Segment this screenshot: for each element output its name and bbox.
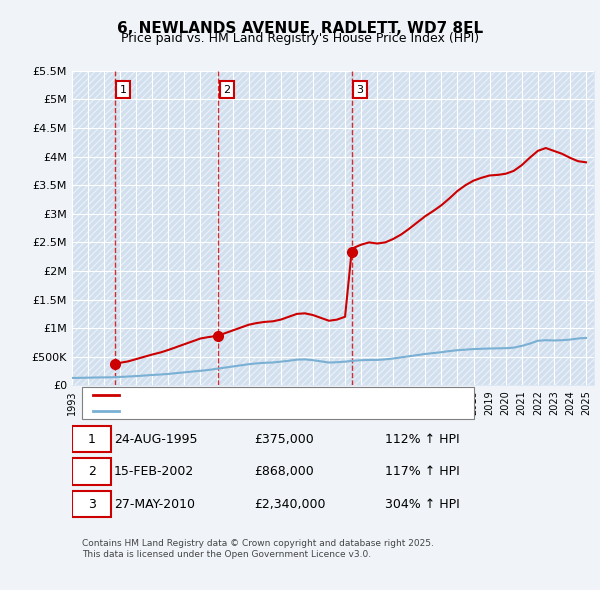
FancyBboxPatch shape	[82, 387, 474, 419]
Text: Price paid vs. HM Land Registry's House Price Index (HPI): Price paid vs. HM Land Registry's House …	[121, 32, 479, 45]
Text: 6, NEWLANDS AVENUE, RADLETT, WD7 8EL (detached house): 6, NEWLANDS AVENUE, RADLETT, WD7 8EL (de…	[124, 391, 444, 401]
Text: £868,000: £868,000	[254, 465, 314, 478]
Text: 1: 1	[119, 85, 127, 95]
Text: 6, NEWLANDS AVENUE, RADLETT, WD7 8EL: 6, NEWLANDS AVENUE, RADLETT, WD7 8EL	[117, 21, 483, 35]
Text: 2: 2	[223, 85, 230, 95]
Text: 27-MAY-2010: 27-MAY-2010	[114, 497, 195, 510]
Text: 3: 3	[88, 497, 95, 510]
Text: 112% ↑ HPI: 112% ↑ HPI	[385, 432, 460, 445]
FancyBboxPatch shape	[72, 491, 111, 517]
Text: 117% ↑ HPI: 117% ↑ HPI	[385, 465, 460, 478]
FancyBboxPatch shape	[72, 426, 111, 453]
Text: 3: 3	[356, 85, 364, 95]
Text: 24-AUG-1995: 24-AUG-1995	[114, 432, 197, 445]
Text: £2,340,000: £2,340,000	[254, 497, 326, 510]
Text: HPI: Average price, detached house, Hertsmere: HPI: Average price, detached house, Hert…	[124, 406, 372, 416]
Text: 15-FEB-2002: 15-FEB-2002	[114, 465, 194, 478]
Text: 2: 2	[88, 465, 95, 478]
Text: 304% ↑ HPI: 304% ↑ HPI	[385, 497, 460, 510]
FancyBboxPatch shape	[72, 458, 111, 485]
Text: Contains HM Land Registry data © Crown copyright and database right 2025.
This d: Contains HM Land Registry data © Crown c…	[82, 539, 434, 559]
Text: 1: 1	[88, 432, 95, 445]
Text: £375,000: £375,000	[254, 432, 314, 445]
